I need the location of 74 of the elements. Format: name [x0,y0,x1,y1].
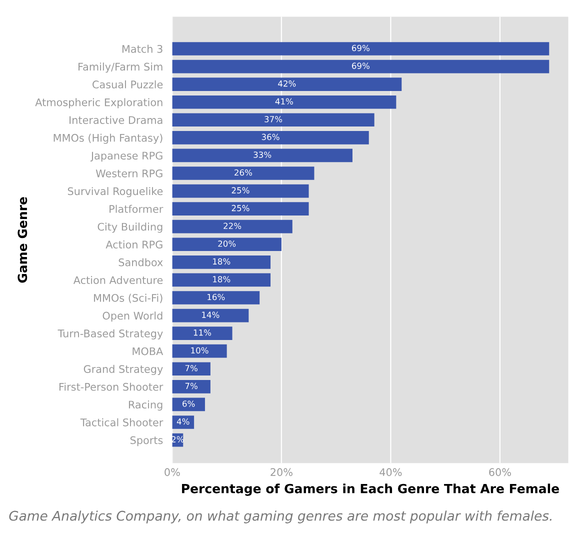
y-tick-label: Tactical Shooter [80,418,164,426]
y-tick-label: Platformer [110,204,164,213]
x-tick-label: 60% [489,468,511,476]
x-tick-label: 20% [270,468,292,476]
bar [172,398,205,412]
bar [172,380,210,394]
y-tick-label: Match 3 [122,44,162,53]
bar [172,148,352,162]
y-axis-title: Game Genre [18,197,28,283]
data-label: 20% [218,240,236,247]
y-tick-label: Interactive Drama [70,116,162,124]
data-label: 33% [254,152,272,158]
data-label: 26% [234,169,252,176]
bar [172,78,402,91]
y-tick-label: Turn-Based Strategy [58,329,163,340]
y-tick-label: Atmospheric Exploration [35,98,162,108]
data-label: 69% [352,44,370,52]
data-label: 4% [176,418,190,425]
data-label: 7% [185,382,198,390]
data-label: 69% [352,62,370,69]
data-label: 42% [278,80,296,87]
bar [172,256,271,269]
data-label: 25% [232,187,250,194]
data-label: 41% [275,98,293,105]
y-tick-label: Family/Farm Sim [78,62,162,73]
bar [172,362,210,376]
bar [172,220,292,234]
y-tick-label: Grand Strategy [84,364,163,376]
x-tick-label: 0% [164,468,180,476]
y-tick-label: Survival Roguelike [68,187,163,198]
data-label: 14% [202,312,220,318]
y-tick-label: City Building [98,222,162,233]
bar [172,131,369,144]
bar [172,344,227,358]
y-tick-label: MOBA [132,347,164,356]
y-tick-label: Action Adventure [73,276,163,284]
bar [172,42,550,56]
bar [172,184,309,198]
y-tick-label: Western RPG [96,169,162,178]
y-tick-label: Sports [130,436,163,446]
y-tick-label: Racing [128,400,162,411]
x-tick-label: 40% [380,468,402,476]
y-tick-label: Open World [102,312,162,322]
y-tick-label: First-Person Shooter [59,382,164,391]
bar [172,416,194,429]
data-label: 18% [213,258,230,265]
data-label: 18% [213,276,230,282]
y-tick-label: MMOs (Sci-Fi) [94,294,162,304]
y-tick-label: Japanese RPG [90,152,162,162]
data-label: 11% [194,329,212,336]
y-tick-label: Action RPG [106,240,162,248]
bar [172,60,550,74]
data-label: 10% [191,347,208,354]
bar [172,166,314,180]
data-label: 22% [224,222,242,230]
bar [172,273,271,287]
y-tick-label: Sandbox [118,258,163,266]
bar [172,291,260,304]
data-label: 37% [264,116,282,122]
x-axis-title: Percentage of Gamers in Each Genre That Are Female [182,484,559,496]
bar [172,238,282,252]
y-tick-label: Casual Puzzle [92,80,163,88]
bar [172,308,249,322]
data-label: 16% [208,294,225,300]
bar [172,113,374,127]
data-label: 36% [262,134,280,140]
bar [172,202,309,216]
data-label: 6% [182,400,195,407]
text: Game Analytics Company, on what gaming genres are most popular with females. [9,510,552,524]
bar [172,95,396,109]
data-label: 7% [185,364,198,372]
data-label: 25% [232,204,250,212]
bar [172,326,232,340]
y-tick-label: MMOs (High Fantasy) [54,134,162,144]
